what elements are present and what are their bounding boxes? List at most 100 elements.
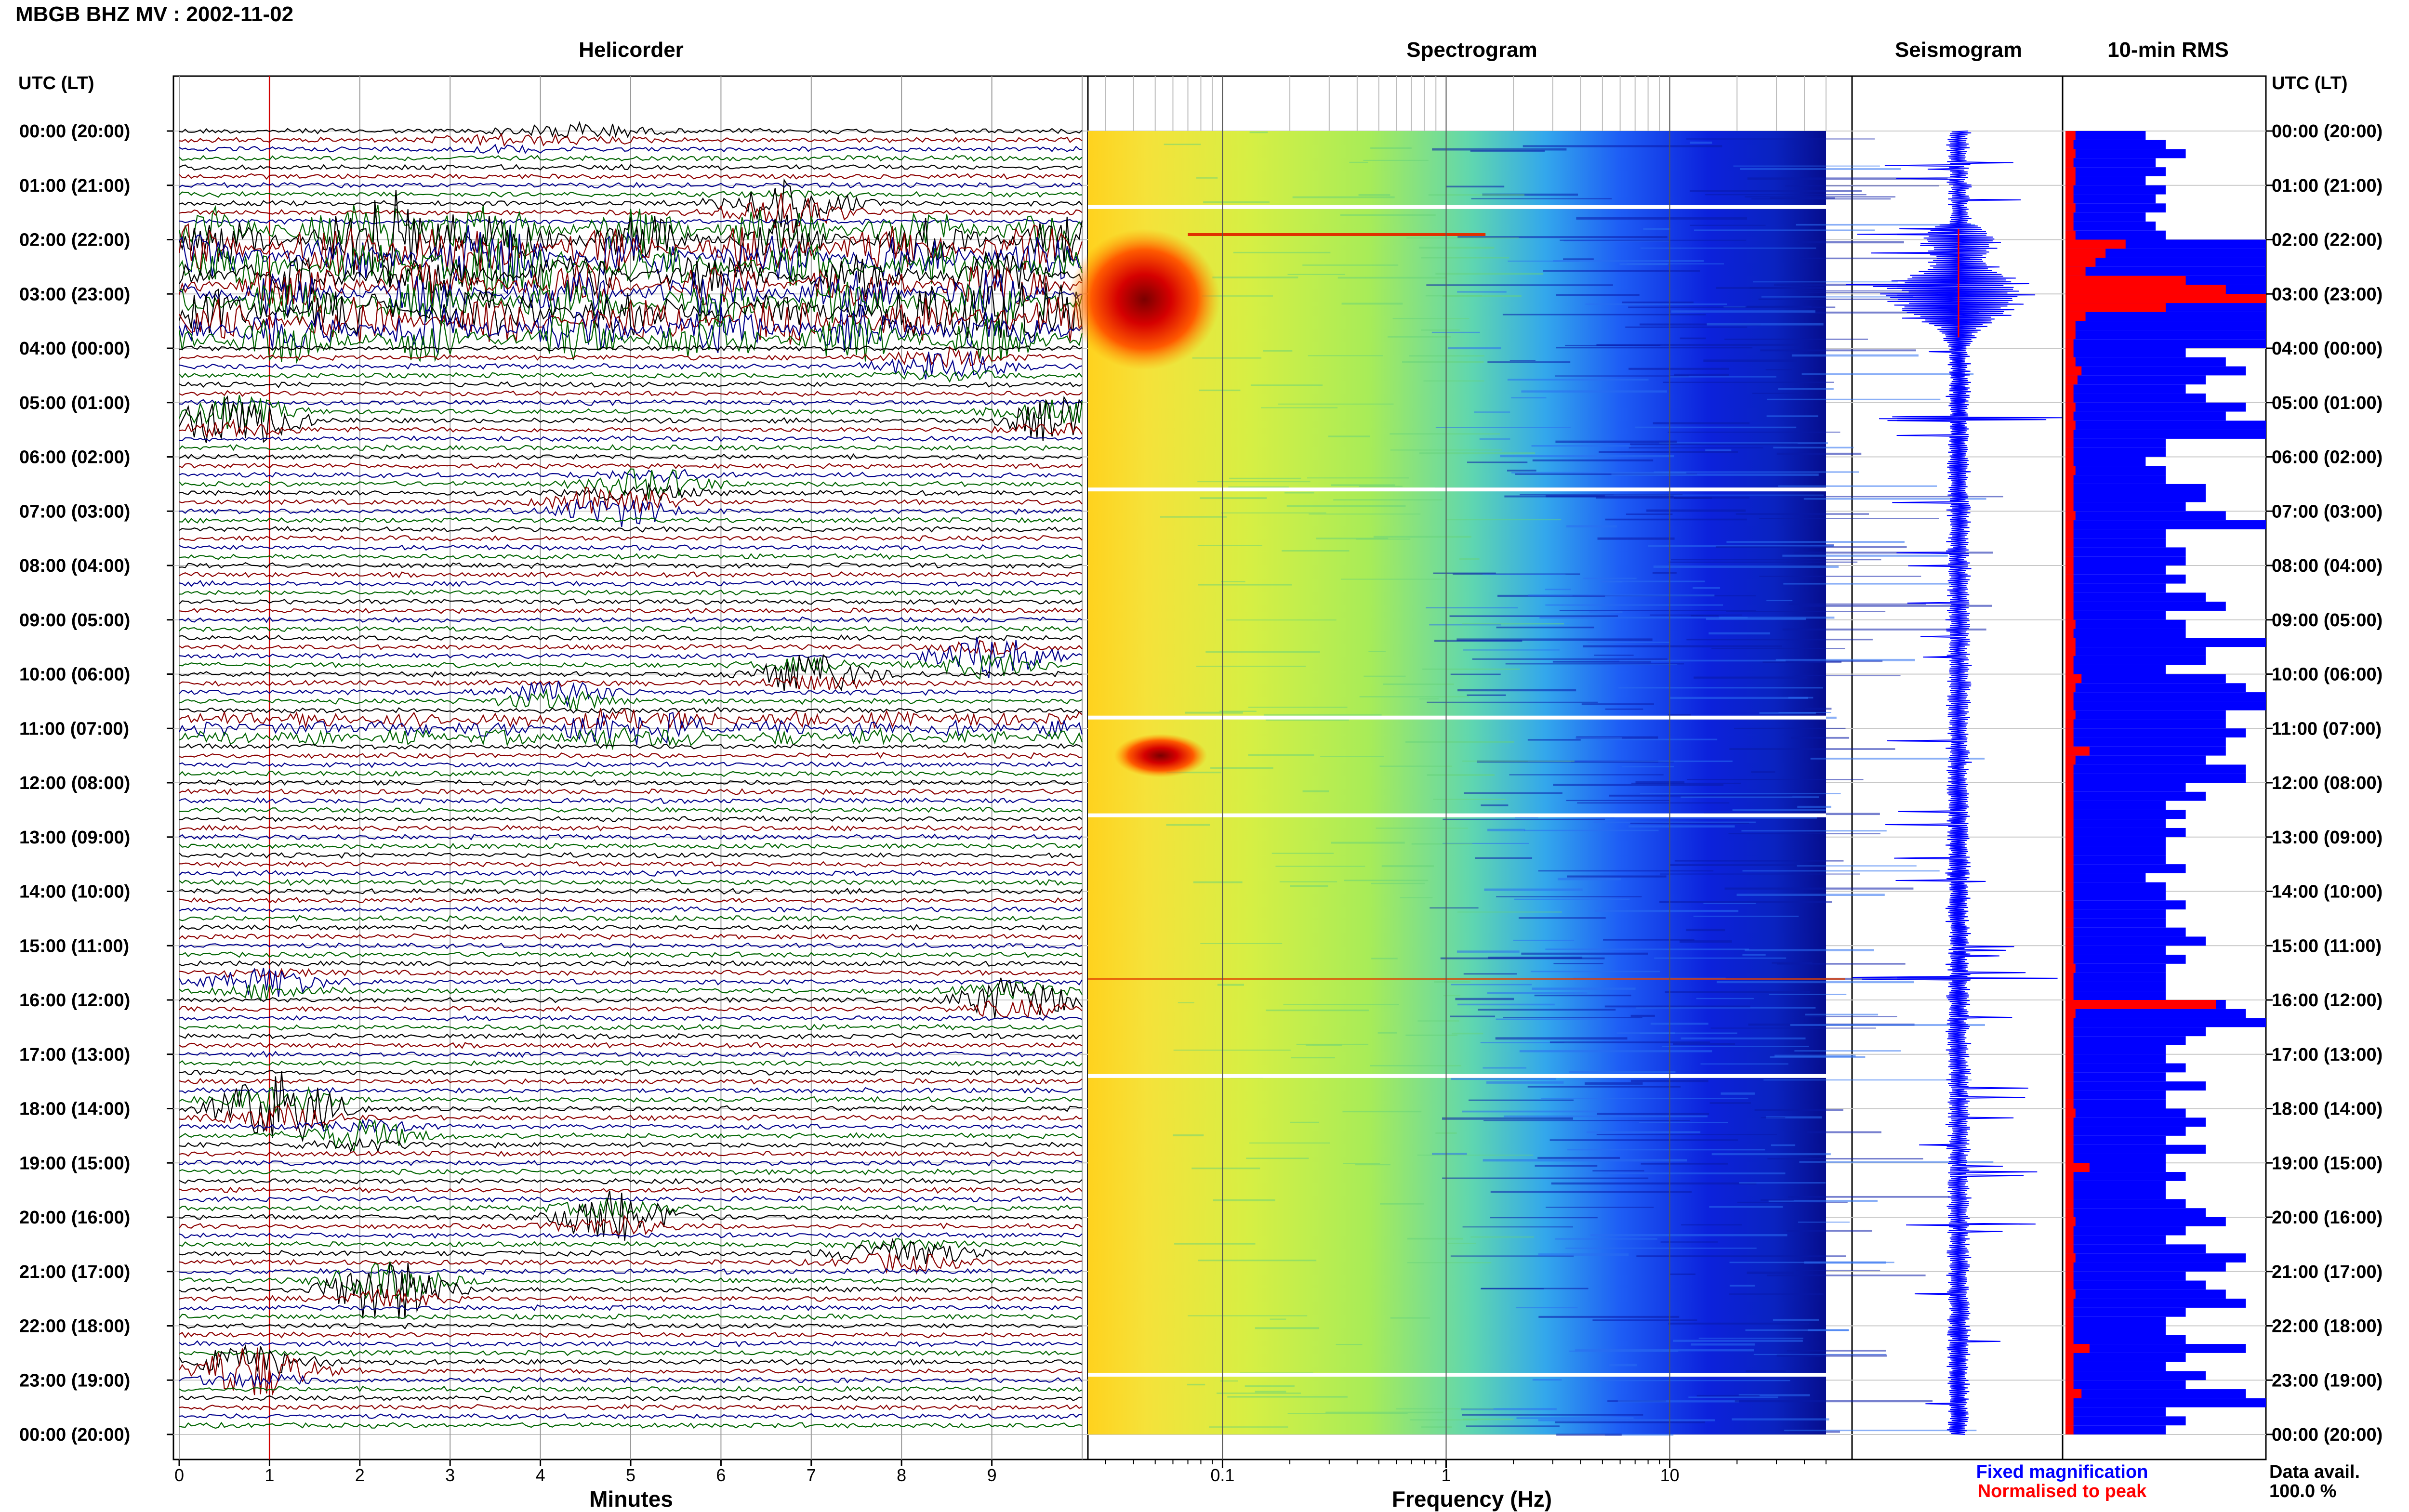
spectrogram-texture bbox=[1511, 397, 1547, 399]
spectrogram-texture bbox=[1798, 1016, 1897, 1017]
spectrogram-texture bbox=[1622, 302, 1694, 303]
spectrogram-texture bbox=[1255, 1391, 1286, 1393]
spectrogram-texture bbox=[1265, 719, 1349, 721]
minute-tick-label: 8 bbox=[897, 1465, 906, 1485]
spectrogram-texture bbox=[1202, 295, 1273, 297]
spectrogram-texture bbox=[1753, 1354, 1886, 1355]
helicorder-trace bbox=[179, 1137, 1083, 1153]
spectrogram-texture bbox=[1653, 565, 1839, 568]
spectrogram-texture bbox=[1782, 554, 1948, 557]
spectrogram-texture bbox=[1368, 651, 1386, 652]
rms-bar-normalised bbox=[2065, 710, 2076, 720]
spectrogram-texture bbox=[1733, 165, 1880, 167]
spectrogram-texture bbox=[1482, 574, 1566, 575]
spectrogram-texture bbox=[1209, 1426, 1288, 1428]
spectrogram-texture bbox=[1688, 1396, 1778, 1398]
spectrogram-texture bbox=[1515, 473, 1697, 475]
spectrogram-texture bbox=[1760, 349, 1916, 352]
time-labels: 00:00 (20:00) 00:00 (20:00) 01:00 (21:00) 0… bbox=[19, 121, 2383, 1445]
spectrogram-texture bbox=[1802, 311, 1979, 314]
spectrogram-texture bbox=[1405, 741, 1514, 743]
rms-bar-fixed bbox=[2065, 547, 2186, 557]
spectrogram-texture bbox=[1662, 1046, 1809, 1047]
helicorder-trace bbox=[179, 888, 1083, 895]
rms-bar-normalised bbox=[2065, 1344, 2090, 1353]
rms-bar-normalised bbox=[2065, 321, 2076, 330]
helicorder-trace bbox=[179, 1313, 1083, 1320]
spectrogram-texture bbox=[1196, 666, 1306, 667]
spectrogram-texture bbox=[1392, 318, 1469, 319]
rms-bar-fixed bbox=[2065, 774, 2246, 783]
rms-bar-normalised bbox=[2065, 1099, 2074, 1109]
helicorder-trace bbox=[179, 1190, 1083, 1241]
spectrogram-streak bbox=[1188, 233, 1486, 236]
spectrogram-texture bbox=[1456, 950, 1520, 953]
spectrogram-texture bbox=[1698, 1338, 1803, 1339]
frequency-tick-label: 1 bbox=[1441, 1465, 1451, 1485]
helicorder-trace bbox=[179, 652, 1083, 680]
spectrogram-texture bbox=[1227, 1396, 1348, 1398]
rms-bar-fixed bbox=[2065, 131, 2146, 140]
spectrogram-texture bbox=[1419, 247, 1495, 249]
helicorder-trace bbox=[179, 1118, 1083, 1133]
rms-bar-normalised bbox=[2065, 1335, 2074, 1344]
spectrogram-texture bbox=[1765, 369, 1792, 370]
spectrogram-texture bbox=[1450, 1015, 1496, 1017]
rms-bar-normalised bbox=[2065, 1027, 2074, 1037]
spectrogram-texture bbox=[1406, 237, 1519, 239]
spectrogram-texture bbox=[1785, 185, 1939, 187]
spectrogram-texture bbox=[1628, 306, 1836, 308]
rms-bar-normalised bbox=[2065, 909, 2074, 919]
rms-bar-fixed bbox=[2065, 1280, 2206, 1290]
rms-bar-normalised bbox=[2065, 791, 2074, 801]
rms-bar-fixed bbox=[2065, 946, 2166, 955]
helicorder-trace bbox=[179, 1078, 1083, 1085]
spectrogram-texture bbox=[1447, 1242, 1476, 1244]
spectrogram-texture bbox=[1373, 536, 1471, 538]
rms-bar-normalised bbox=[2065, 638, 2076, 647]
spectrogram-texture bbox=[1721, 1092, 1755, 1095]
rms-bar-fixed bbox=[2065, 1118, 2206, 1127]
helicorder-trace bbox=[179, 553, 1083, 560]
spectrogram-texture bbox=[1531, 445, 1631, 447]
spectrogram-texture bbox=[1464, 792, 1562, 794]
spectrogram-texture bbox=[1248, 707, 1348, 708]
spectrogram-texture bbox=[1520, 494, 1683, 496]
rms-bar-fixed bbox=[2065, 918, 2166, 928]
spectrogram-hotspot bbox=[1114, 734, 1207, 777]
time-label-left: 22:00 (18:00) bbox=[19, 1316, 130, 1337]
spectrogram-texture bbox=[1467, 461, 1528, 463]
spectrogram-texture bbox=[1729, 1293, 1824, 1295]
rms-bar-normalised bbox=[2065, 963, 2076, 973]
spectrogram-texture bbox=[1440, 957, 1605, 960]
spectrogram-texture bbox=[1552, 660, 1652, 663]
helicorder-trace bbox=[179, 1331, 1083, 1339]
time-label-right: 10:00 (06:00) bbox=[2272, 665, 2383, 685]
rms-bar-normalised bbox=[2065, 1407, 2074, 1417]
rms-bar-normalised bbox=[2065, 466, 2076, 475]
spectrogram-texture bbox=[1496, 1018, 1597, 1020]
spectrogram-texture bbox=[1193, 881, 1243, 883]
spectrogram-texture bbox=[1428, 194, 1525, 196]
spectrogram-texture bbox=[1490, 1217, 1598, 1219]
spectrogram-texture bbox=[1650, 1023, 1708, 1025]
spectrogram-texture bbox=[1640, 323, 1761, 326]
spectrogram-texture bbox=[1226, 619, 1337, 621]
spectrogram-texture bbox=[1472, 658, 1668, 660]
helicorder-trace bbox=[179, 419, 1083, 438]
rms-bar-fixed bbox=[2065, 1226, 2186, 1236]
spectrogram-texture bbox=[1333, 499, 1443, 501]
spectrogram-texture bbox=[1773, 447, 1854, 448]
rms-bar-normalised bbox=[2065, 629, 2074, 638]
spectrogram-texture bbox=[1767, 398, 1941, 400]
spectrogram-texture bbox=[1700, 1063, 1788, 1065]
helicorder-trace bbox=[179, 1238, 1083, 1250]
spectrogram-texture bbox=[1286, 505, 1406, 507]
spectrogram-texture bbox=[1703, 359, 1797, 362]
rms-bar-fixed bbox=[2065, 1190, 2166, 1199]
spectrogram-texture bbox=[1747, 1271, 1794, 1274]
spectrogram-texture bbox=[1229, 477, 1301, 479]
rms-bar-normalised bbox=[2065, 375, 2078, 385]
spectrogram-texture bbox=[1646, 509, 1746, 512]
spectrogram-texture bbox=[1511, 472, 1687, 473]
